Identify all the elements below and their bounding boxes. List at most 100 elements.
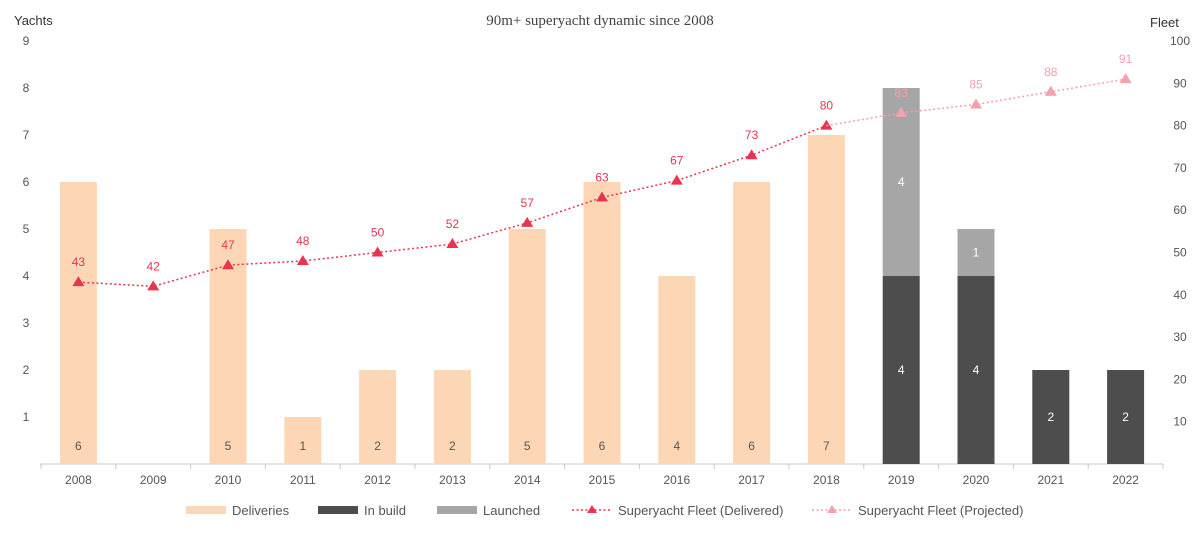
y2-axis-title: Fleet bbox=[1150, 15, 1179, 30]
in-build-bar bbox=[1107, 370, 1145, 464]
triangle-marker bbox=[521, 216, 534, 227]
deliveries-bar bbox=[59, 182, 97, 464]
bar-value-label: 2 bbox=[1047, 410, 1054, 424]
point-value-label: 48 bbox=[296, 234, 310, 248]
triangle-marker bbox=[970, 98, 982, 109]
triangle-marker bbox=[296, 254, 309, 265]
point-value-label: 80 bbox=[820, 99, 834, 113]
y2-tick-label: 70 bbox=[1173, 161, 1187, 175]
triangle-marker bbox=[745, 149, 758, 160]
legend-label: Launched bbox=[483, 503, 540, 518]
y-tick-label: 7 bbox=[23, 128, 30, 142]
bar-value-label: 4 bbox=[973, 363, 980, 377]
y-tick-label: 4 bbox=[23, 269, 30, 283]
deliveries-bar bbox=[583, 182, 621, 464]
point-value-label: 91 bbox=[1119, 52, 1133, 66]
x-tick-label: 2016 bbox=[663, 473, 690, 487]
y2-tick-label: 40 bbox=[1173, 288, 1187, 302]
in-build-bar bbox=[882, 276, 920, 464]
legend-label: Superyacht Fleet (Projected) bbox=[858, 503, 1023, 518]
triangle-marker bbox=[371, 246, 384, 257]
y2-tick-label: 20 bbox=[1173, 372, 1187, 386]
legend-swatch bbox=[318, 506, 358, 514]
y-axis-title: Yachts bbox=[14, 13, 53, 28]
launched-bar bbox=[882, 88, 920, 276]
x-tick-label: 2008 bbox=[65, 473, 92, 487]
x-tick-label: 2022 bbox=[1112, 473, 1139, 487]
bar-value-label: 2 bbox=[1122, 410, 1129, 424]
bar-value-label: 5 bbox=[225, 439, 232, 453]
deliveries-bar bbox=[433, 370, 471, 464]
in-build-bar bbox=[957, 276, 995, 464]
y2-tick-label: 80 bbox=[1173, 119, 1187, 133]
triangle-marker bbox=[147, 280, 160, 291]
x-tick-label: 2010 bbox=[215, 473, 242, 487]
y-tick-label: 9 bbox=[23, 34, 30, 48]
bar-value-label: 6 bbox=[75, 439, 82, 453]
triangle-marker bbox=[72, 276, 85, 287]
superyacht-fleet-delivered--line bbox=[78, 124, 827, 288]
triangle-marker bbox=[895, 106, 908, 117]
y-tick-label: 6 bbox=[23, 175, 30, 189]
point-value-label: 42 bbox=[147, 259, 161, 273]
y2-tick-label: 50 bbox=[1173, 246, 1187, 260]
deliveries-bar bbox=[284, 417, 322, 464]
legend-label: Superyacht Fleet (Delivered) bbox=[618, 503, 783, 518]
bar-value-label: 4 bbox=[673, 439, 680, 453]
x-tick-label: 2013 bbox=[439, 473, 466, 487]
bar-value-label: 2 bbox=[374, 439, 381, 453]
y2-tick-label: 90 bbox=[1173, 76, 1187, 90]
superyacht-fleet-projected--line bbox=[826, 78, 1126, 127]
bar-value-label: 4 bbox=[898, 363, 905, 377]
point-value-label: 83 bbox=[895, 86, 909, 100]
y-tick-label: 3 bbox=[23, 316, 30, 330]
point-value-label: 47 bbox=[221, 238, 235, 252]
x-tick-label: 2018 bbox=[813, 473, 840, 487]
legend-triangle-marker bbox=[587, 505, 597, 513]
point-value-label: 67 bbox=[670, 154, 684, 168]
legend-label: In build bbox=[364, 503, 406, 518]
deliveries-bar bbox=[658, 276, 696, 464]
y2-tick-label: 10 bbox=[1173, 415, 1187, 429]
y-tick-label: 1 bbox=[23, 410, 30, 424]
y2-tick-label: 60 bbox=[1173, 203, 1187, 217]
point-value-label: 50 bbox=[371, 226, 385, 240]
point-value-label: 52 bbox=[446, 217, 460, 231]
x-tick-label: 2019 bbox=[888, 473, 915, 487]
bar-value-label: 5 bbox=[524, 439, 531, 453]
deliveries-bar bbox=[733, 182, 771, 464]
lines: 43 42 47 48 50 52 57 63 67 73 80 83 85 88 91 bbox=[72, 52, 1133, 291]
deliveries-bar bbox=[508, 229, 546, 464]
bar-value-label: 7 bbox=[823, 439, 830, 453]
bar-value-label: 1 bbox=[973, 246, 980, 260]
point-value-label: 57 bbox=[521, 196, 535, 210]
x-tick-label: 2015 bbox=[589, 473, 616, 487]
bar-value-label: 1 bbox=[299, 439, 306, 453]
triangle-marker bbox=[222, 259, 234, 270]
point-value-label: 43 bbox=[72, 255, 86, 269]
deliveries-bar bbox=[359, 370, 397, 464]
y-tick-label: 5 bbox=[23, 222, 30, 236]
triangle-marker bbox=[446, 238, 459, 249]
x-tick-label: 2017 bbox=[738, 473, 765, 487]
chart-title: 90m+ superyacht dynamic since 2008 bbox=[486, 13, 714, 29]
triangle-marker bbox=[820, 119, 833, 130]
bar-value-label: 2 bbox=[449, 439, 456, 453]
point-value-label: 63 bbox=[595, 171, 609, 185]
x-tick-label: 2012 bbox=[364, 473, 391, 487]
y2-tick-label: 100 bbox=[1170, 34, 1190, 48]
x-tick-label: 2009 bbox=[140, 473, 167, 487]
in-build-bar bbox=[1032, 370, 1070, 464]
x-tick-label: 2020 bbox=[963, 473, 990, 487]
triangle-marker bbox=[1119, 73, 1132, 84]
legend: Deliveries In build Launched Superyacht Fle… bbox=[186, 503, 1023, 518]
legend-swatch bbox=[437, 506, 477, 514]
x-tick-label: 2011 bbox=[290, 473, 316, 487]
deliveries-bar bbox=[807, 135, 845, 464]
legend-swatch bbox=[186, 506, 226, 514]
point-value-label: 73 bbox=[745, 128, 759, 142]
y2-tick-label: 30 bbox=[1173, 330, 1187, 344]
